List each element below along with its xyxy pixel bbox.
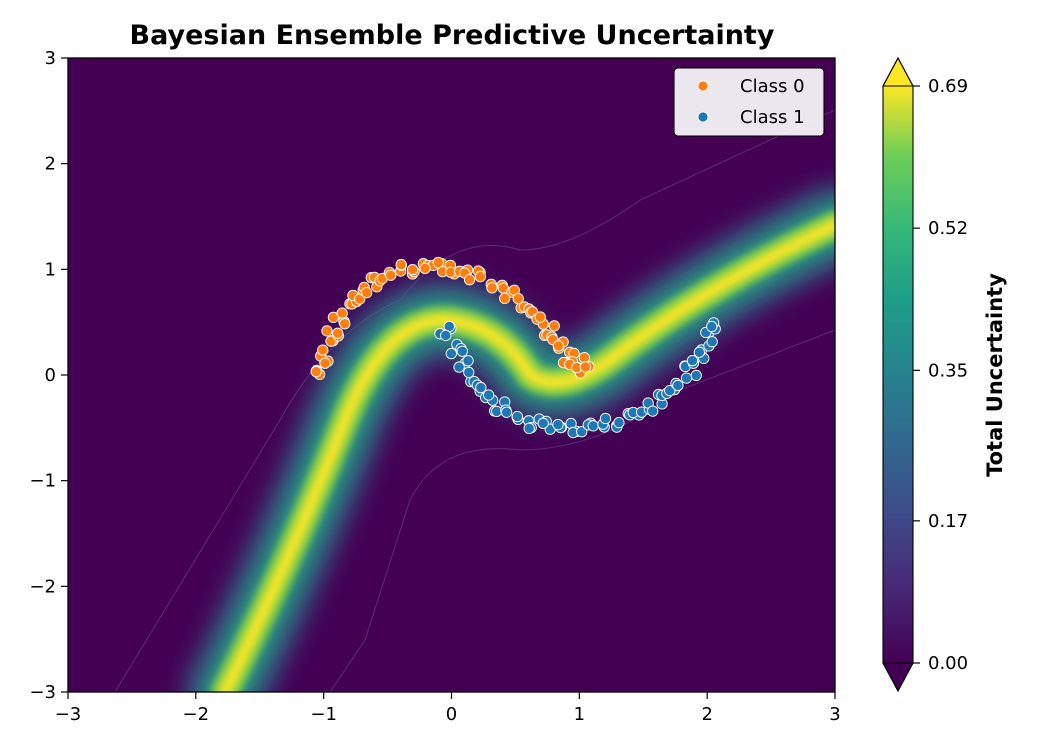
scatter-point-class-0 — [406, 263, 419, 276]
x-tick-label: 2 — [701, 704, 712, 725]
scatter-point-class-1 — [511, 410, 524, 423]
legend-box — [673, 67, 825, 137]
legend-marker-class-0 — [697, 80, 709, 92]
colorbar-tick-label: 0.52 — [928, 218, 968, 239]
legend: Class 0 Class 1 — [673, 67, 825, 137]
colorbar-gradient — [883, 86, 913, 663]
x-tick-label: −3 — [55, 704, 82, 725]
scatter-points — [310, 256, 721, 439]
scatter-point-class-1 — [500, 406, 513, 418]
scatter-point-class-1 — [690, 369, 702, 382]
scatter-point-class-0 — [336, 307, 348, 319]
scatter-point-class-1 — [706, 336, 718, 348]
scatter-point-class-1 — [440, 329, 452, 342]
scatter-point-class-0 — [534, 311, 546, 323]
scatter-point-class-0 — [474, 271, 486, 283]
x-tick-label: 0 — [446, 704, 457, 725]
scatter-point-class-1 — [445, 347, 457, 360]
colorbar-tick-label: 0.69 — [928, 76, 968, 97]
colorbar-label: Total Uncertainty — [983, 273, 1007, 477]
scatter-point-class-0 — [339, 318, 351, 330]
scatter-point-class-0 — [385, 269, 397, 281]
scatter-point-class-0 — [319, 357, 331, 369]
scatter-point-class-1 — [672, 379, 684, 392]
chart-title: Bayesian Ensemble Predictive Uncertainty — [130, 20, 775, 51]
legend-marker-class-1 — [697, 111, 709, 123]
scatter-point-class-1 — [647, 405, 659, 417]
legend-label-class-1: Class 1 — [740, 107, 805, 128]
y-tick-label: −1 — [29, 471, 56, 492]
scatter-point-class-0 — [332, 327, 344, 339]
scatter-point-class-0 — [552, 340, 564, 352]
scatter-point-class-1 — [587, 420, 599, 432]
scatter-point-class-1 — [456, 345, 468, 357]
legend-label-class-0: Class 0 — [740, 76, 805, 97]
scatter-point-class-1 — [552, 418, 564, 431]
scatter-point-class-1 — [576, 426, 588, 438]
scatter-point-class-1 — [686, 355, 699, 367]
scatter-point-class-1 — [680, 372, 693, 384]
scatter-point-class-1 — [693, 346, 705, 358]
colorbar-tick-label: 0.17 — [928, 511, 968, 532]
x-axis: −3 −2 −1 0 1 2 3 — [55, 692, 841, 725]
colorbar-tick-label: 0.35 — [928, 360, 968, 381]
y-tick-label: 2 — [45, 154, 56, 175]
scatter-point-class-1 — [453, 361, 465, 373]
scatter-point-class-0 — [432, 256, 444, 269]
colorbar-extend-max — [882, 56, 914, 87]
scatter-point-class-1 — [491, 405, 503, 418]
scatter-point-class-0 — [360, 287, 373, 299]
y-tick-label: 0 — [45, 365, 56, 386]
scatter-point-class-1 — [664, 384, 676, 397]
scatter-point-class-1 — [475, 381, 487, 394]
scatter-point-class-1 — [599, 412, 612, 425]
plot-background — [68, 58, 835, 692]
scatter-point-class-1 — [462, 355, 474, 367]
y-tick-label: −3 — [29, 682, 56, 703]
x-tick-label: 3 — [829, 704, 840, 725]
y-tick-label: −2 — [29, 576, 56, 597]
colorbar-extend-min — [882, 662, 914, 693]
scatter-point-class-0 — [463, 274, 476, 286]
scatter-point-class-0 — [419, 262, 431, 274]
colorbar: 0.00 0.17 0.35 0.52 0.69 Total Uncertainty — [882, 56, 1007, 693]
x-tick-label: 1 — [574, 704, 585, 725]
scatter-point-class-1 — [706, 320, 718, 333]
scatter-point-class-0 — [578, 351, 590, 364]
y-tick-label: 1 — [45, 259, 56, 280]
scatter-point-class-0 — [310, 365, 322, 378]
scatter-point-class-1 — [463, 366, 475, 379]
scatter-point-class-0 — [395, 258, 407, 271]
scatter-point-class-1 — [565, 417, 577, 430]
scatter-point-class-0 — [317, 344, 329, 356]
colorbar-ticks: 0.00 0.17 0.35 0.52 0.69 — [913, 76, 968, 674]
scatter-point-class-0 — [579, 361, 592, 373]
scatter-point-class-0 — [321, 325, 333, 337]
scatter-point-class-1 — [483, 389, 495, 401]
y-tick-label: 3 — [45, 48, 56, 69]
scatter-point-class-1 — [523, 422, 535, 435]
scatter-point-class-0 — [548, 320, 560, 332]
x-tick-label: −1 — [310, 704, 337, 725]
scatter-point-class-0 — [499, 292, 511, 305]
scatter-point-class-0 — [512, 292, 524, 305]
uncertainty-band-core — [219, 219, 835, 692]
colorbar-tick-label: 0.00 — [928, 653, 968, 674]
y-axis: −3 −2 −1 0 1 2 3 — [29, 48, 68, 703]
scatter-point-class-0 — [486, 282, 498, 294]
scatter-point-class-1 — [537, 417, 549, 429]
scatter-point-class-1 — [613, 416, 625, 429]
x-tick-label: −2 — [183, 704, 210, 725]
uncertainty-contour — [68, 58, 835, 692]
